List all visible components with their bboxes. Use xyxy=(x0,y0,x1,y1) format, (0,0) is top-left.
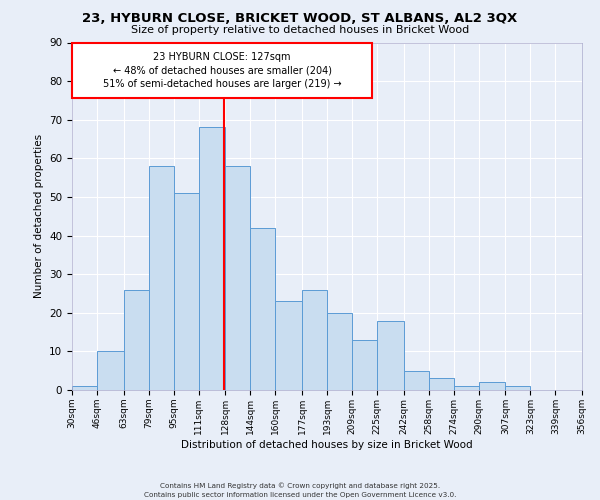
Bar xyxy=(454,386,479,390)
Bar xyxy=(404,370,428,390)
Bar xyxy=(428,378,454,390)
Bar xyxy=(226,166,250,390)
FancyBboxPatch shape xyxy=(72,42,373,98)
Bar xyxy=(173,193,199,390)
Bar xyxy=(352,340,377,390)
Bar xyxy=(250,228,275,390)
Bar xyxy=(149,166,173,390)
Text: 23, HYBURN CLOSE, BRICKET WOOD, ST ALBANS, AL2 3QX: 23, HYBURN CLOSE, BRICKET WOOD, ST ALBAN… xyxy=(82,12,518,26)
Bar xyxy=(302,290,327,390)
Bar xyxy=(505,386,530,390)
Bar xyxy=(275,301,302,390)
Text: Contains HM Land Registry data © Crown copyright and database right 2025.: Contains HM Land Registry data © Crown c… xyxy=(160,482,440,489)
Bar xyxy=(97,352,124,390)
Bar xyxy=(377,320,404,390)
Bar xyxy=(479,382,505,390)
Bar xyxy=(199,128,226,390)
Y-axis label: Number of detached properties: Number of detached properties xyxy=(34,134,44,298)
Bar xyxy=(124,290,149,390)
Bar xyxy=(72,386,97,390)
Text: Contains public sector information licensed under the Open Government Licence v3: Contains public sector information licen… xyxy=(144,492,456,498)
Text: Size of property relative to detached houses in Bricket Wood: Size of property relative to detached ho… xyxy=(131,25,469,35)
Bar xyxy=(327,313,352,390)
X-axis label: Distribution of detached houses by size in Bricket Wood: Distribution of detached houses by size … xyxy=(181,440,473,450)
Text: 23 HYBURN CLOSE: 127sqm
← 48% of detached houses are smaller (204)
51% of semi-d: 23 HYBURN CLOSE: 127sqm ← 48% of detache… xyxy=(103,52,341,88)
